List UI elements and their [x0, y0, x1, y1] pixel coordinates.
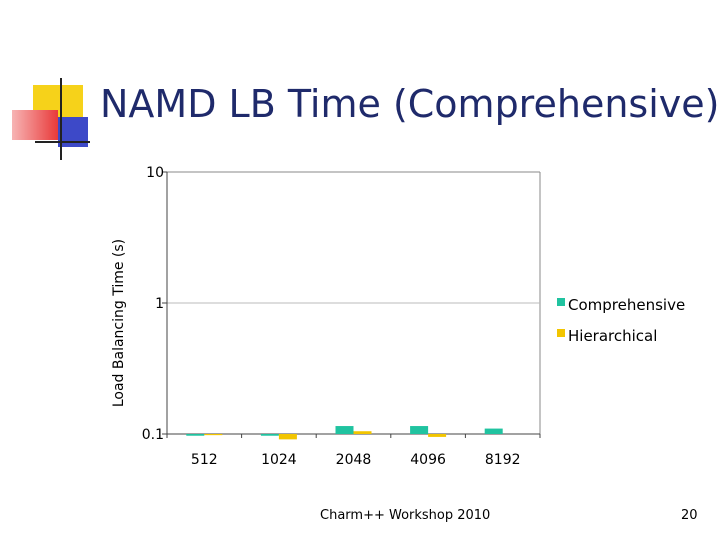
legend-label-comprehensive: Comprehensive [568, 296, 685, 314]
bar-hierarchical-2048 [353, 431, 372, 434]
x-tick-label: 8192 [485, 452, 521, 468]
bar-comprehensive-8192 [484, 428, 503, 434]
bar-hierarchical-512 [204, 434, 223, 436]
legend-swatch-comprehensive [557, 298, 565, 306]
x-tick-label: 1024 [261, 452, 297, 468]
logo-red-square [12, 110, 58, 140]
y-tick-label: 1 [155, 296, 164, 312]
y-tick-label: 0.1 [142, 427, 164, 443]
logo-horizontal-line [35, 141, 90, 143]
y-tick-label: 10 [146, 165, 164, 181]
legend-label-hierarchical: Hierarchical [568, 327, 657, 345]
bar-comprehensive-4096 [410, 426, 429, 434]
bar-hierarchical-4096 [428, 434, 447, 437]
x-tick-label: 4096 [410, 452, 446, 468]
y-axis-label: Load Balancing Time (s) [111, 239, 127, 407]
logo-vertical-line [60, 78, 62, 160]
bar-comprehensive-2048 [335, 426, 354, 434]
bar-comprehensive-512 [186, 434, 205, 436]
bar-comprehensive-1024 [260, 434, 279, 436]
page-number: 20 [681, 508, 698, 523]
slide-title: NAMD LB Time (Comprehensive) [100, 82, 720, 126]
legend-swatch-hierarchical [557, 329, 565, 337]
x-tick-label: 512 [191, 452, 218, 468]
x-tick-label: 2048 [336, 452, 372, 468]
slide-footer: Charm++ Workshop 2010 [320, 508, 491, 523]
bar-hierarchical-1024 [278, 434, 297, 440]
